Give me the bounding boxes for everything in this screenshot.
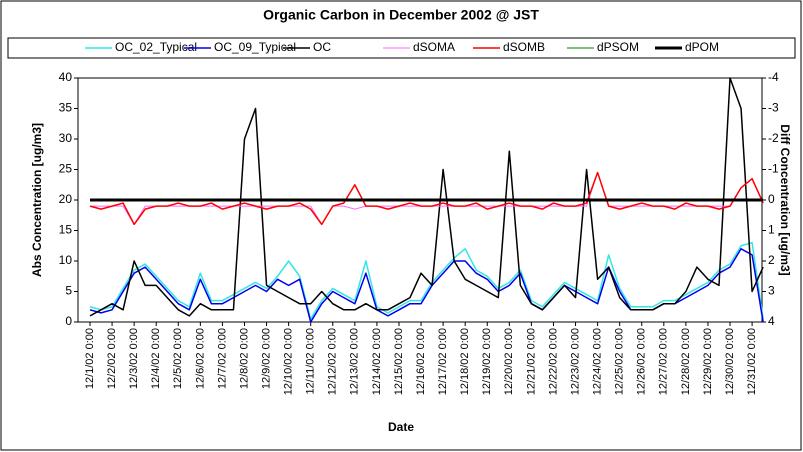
y2-axis-label: Diff Concentration [ug/m3] — [778, 124, 792, 275]
legend-label: OC — [313, 40, 331, 54]
x-tick-label: 12/26/02 0:00 — [636, 328, 648, 395]
x-tick-label: 12/11/02 0:00 — [305, 328, 317, 394]
chart-title: Organic Carbon in December 2002 @ JST — [263, 7, 539, 23]
y2-tick-label: 1 — [768, 223, 775, 237]
y2-tick-label: 0 — [768, 192, 775, 206]
x-tick-label: 12/3/02 0:00 — [128, 328, 140, 389]
legend-label: dPOM — [685, 40, 719, 54]
x-tick-label: 12/16/02 0:00 — [415, 328, 427, 395]
y-tick-label: 30 — [59, 131, 73, 145]
x-tick-label: 12/23/02 0:00 — [569, 328, 581, 395]
x-tick-label: 12/29/02 0:00 — [702, 328, 714, 395]
y-tick-label: 35 — [59, 101, 73, 115]
x-tick-label: 12/9/02 0:00 — [260, 328, 272, 389]
x-tick-label: 12/8/02 0:00 — [238, 328, 250, 389]
legend-label: OC_02_Typical — [115, 40, 197, 54]
series-line — [89, 171, 764, 226]
x-tick-label: 12/2/02 0:00 — [106, 328, 118, 389]
x-tick-label: 12/25/02 0:00 — [614, 328, 626, 395]
legend-label: dPSOM — [597, 40, 639, 54]
x-tick-label: 12/20/02 0:00 — [503, 328, 515, 395]
y-tick-label: 20 — [59, 192, 73, 206]
series-line — [89, 77, 764, 317]
y-tick-label: 5 — [65, 284, 72, 298]
x-tick-label: 12/5/02 0:00 — [172, 328, 184, 389]
x-tick-label: 12/7/02 0:00 — [216, 328, 228, 389]
x-tick-label: 12/10/02 0:00 — [283, 328, 295, 395]
legend-label: dSOMB — [503, 40, 545, 54]
x-tick-label: 12/15/02 0:00 — [393, 328, 405, 395]
x-tick-label: 12/12/02 0:00 — [327, 328, 339, 395]
y2-tick-label: -4 — [768, 70, 779, 84]
y2-tick-label: -1 — [768, 162, 779, 176]
x-tick-label: 12/14/02 0:00 — [371, 328, 383, 395]
x-tick-label: 12/18/02 0:00 — [459, 328, 471, 395]
y2-tick-label: 3 — [768, 284, 775, 298]
x-tick-label: 12/27/02 0:00 — [658, 328, 670, 395]
y-tick-label: 0 — [65, 314, 72, 328]
y2-tick-label: 2 — [768, 253, 775, 267]
legend-label: OC_09_Typical — [214, 40, 296, 54]
x-tick-label: 12/4/02 0:00 — [150, 328, 162, 389]
x-tick-label: 12/6/02 0:00 — [194, 328, 206, 389]
x-tick-label: 12/28/02 0:00 — [680, 328, 692, 395]
x-tick-label: 12/24/02 0:00 — [592, 328, 604, 395]
x-tick-label: 12/17/02 0:00 — [437, 328, 449, 395]
legend-label: dSOMA — [413, 40, 455, 54]
x-tick-label: 12/1/02 0:00 — [84, 328, 96, 389]
x-tick-label: 12/21/02 0:00 — [525, 328, 537, 395]
x-tick-label: 12/31/02 0:00 — [746, 328, 758, 395]
y-tick-label: 25 — [59, 162, 73, 176]
x-tick-label: 12/13/02 0:00 — [349, 328, 361, 395]
x-tick-label: 12/30/02 0:00 — [724, 328, 736, 395]
series-line — [89, 241, 764, 320]
x-tick-label: 12/22/02 0:00 — [547, 328, 559, 395]
x-axis-label: Date — [388, 420, 414, 434]
y2-tick-label: 4 — [768, 314, 775, 328]
y2-tick-label: -3 — [768, 101, 779, 115]
y-tick-label: 10 — [59, 253, 73, 267]
y-axis-label: Abs Concentration [ug/m3] — [30, 123, 44, 277]
y-tick-label: 40 — [59, 70, 73, 84]
x-tick-label: 12/19/02 0:00 — [481, 328, 493, 395]
y2-tick-label: -2 — [768, 131, 779, 145]
y-tick-label: 15 — [59, 223, 73, 237]
